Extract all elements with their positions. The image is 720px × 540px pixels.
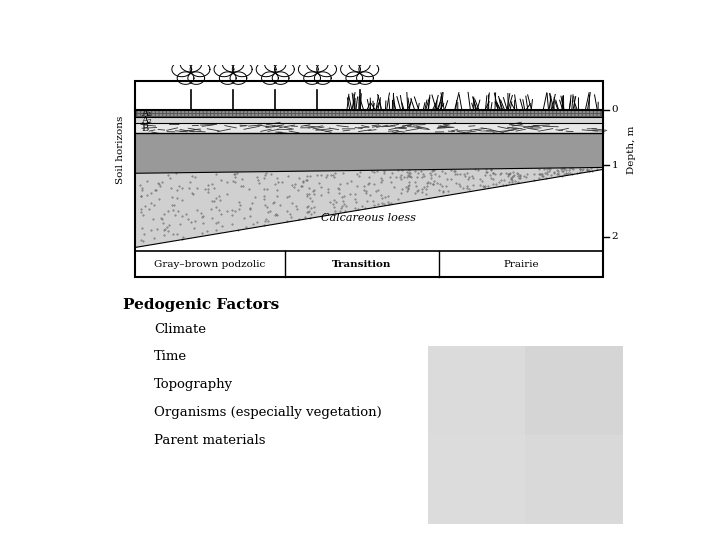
Text: A₂: A₂ xyxy=(141,116,152,125)
Polygon shape xyxy=(346,72,363,84)
Bar xyxy=(135,82,603,277)
Polygon shape xyxy=(214,62,234,77)
Polygon shape xyxy=(188,72,204,84)
Text: Transition: Transition xyxy=(333,260,392,269)
Text: 0: 0 xyxy=(612,105,618,114)
Polygon shape xyxy=(272,72,289,84)
Text: Soil horizons: Soil horizons xyxy=(116,116,125,184)
Text: Calcareous loess: Calcareous loess xyxy=(322,213,416,223)
Text: B: B xyxy=(141,124,148,133)
Polygon shape xyxy=(135,167,603,247)
Polygon shape xyxy=(222,56,244,72)
Polygon shape xyxy=(317,62,336,77)
Polygon shape xyxy=(304,72,320,84)
Bar xyxy=(135,82,603,110)
Polygon shape xyxy=(233,62,252,77)
Text: Time: Time xyxy=(154,350,187,363)
Text: Climate: Climate xyxy=(154,322,206,335)
Polygon shape xyxy=(315,72,331,84)
Text: Depth, m: Depth, m xyxy=(626,126,636,174)
Polygon shape xyxy=(341,62,361,77)
Text: Gray–brown podzolic: Gray–brown podzolic xyxy=(154,260,265,269)
Polygon shape xyxy=(274,62,294,77)
Text: Pedogenic Factors: Pedogenic Factors xyxy=(124,298,280,312)
Polygon shape xyxy=(359,62,379,77)
Polygon shape xyxy=(177,72,194,84)
Text: Organisms (especially vegetation): Organisms (especially vegetation) xyxy=(154,406,382,419)
Polygon shape xyxy=(172,62,192,77)
Bar xyxy=(135,82,603,277)
Polygon shape xyxy=(298,62,318,77)
Text: Topography: Topography xyxy=(154,379,233,392)
Bar xyxy=(135,124,603,133)
Polygon shape xyxy=(190,62,210,77)
Polygon shape xyxy=(261,72,279,84)
Bar xyxy=(135,117,603,124)
Text: V. V. Dokuchaev: V. V. Dokuchaev xyxy=(447,478,547,491)
Polygon shape xyxy=(307,56,328,72)
Polygon shape xyxy=(265,56,286,72)
Text: Parent materials: Parent materials xyxy=(154,434,266,447)
Polygon shape xyxy=(135,133,603,173)
Bar xyxy=(135,110,603,117)
Polygon shape xyxy=(256,62,276,77)
Polygon shape xyxy=(220,72,236,84)
Polygon shape xyxy=(356,72,374,84)
Polygon shape xyxy=(180,56,202,72)
Text: Prairie: Prairie xyxy=(503,260,539,269)
Polygon shape xyxy=(230,72,247,84)
Polygon shape xyxy=(349,56,370,72)
Text: 1: 1 xyxy=(612,161,618,170)
Text: A₁: A₁ xyxy=(141,109,152,118)
Text: 2: 2 xyxy=(612,232,618,241)
